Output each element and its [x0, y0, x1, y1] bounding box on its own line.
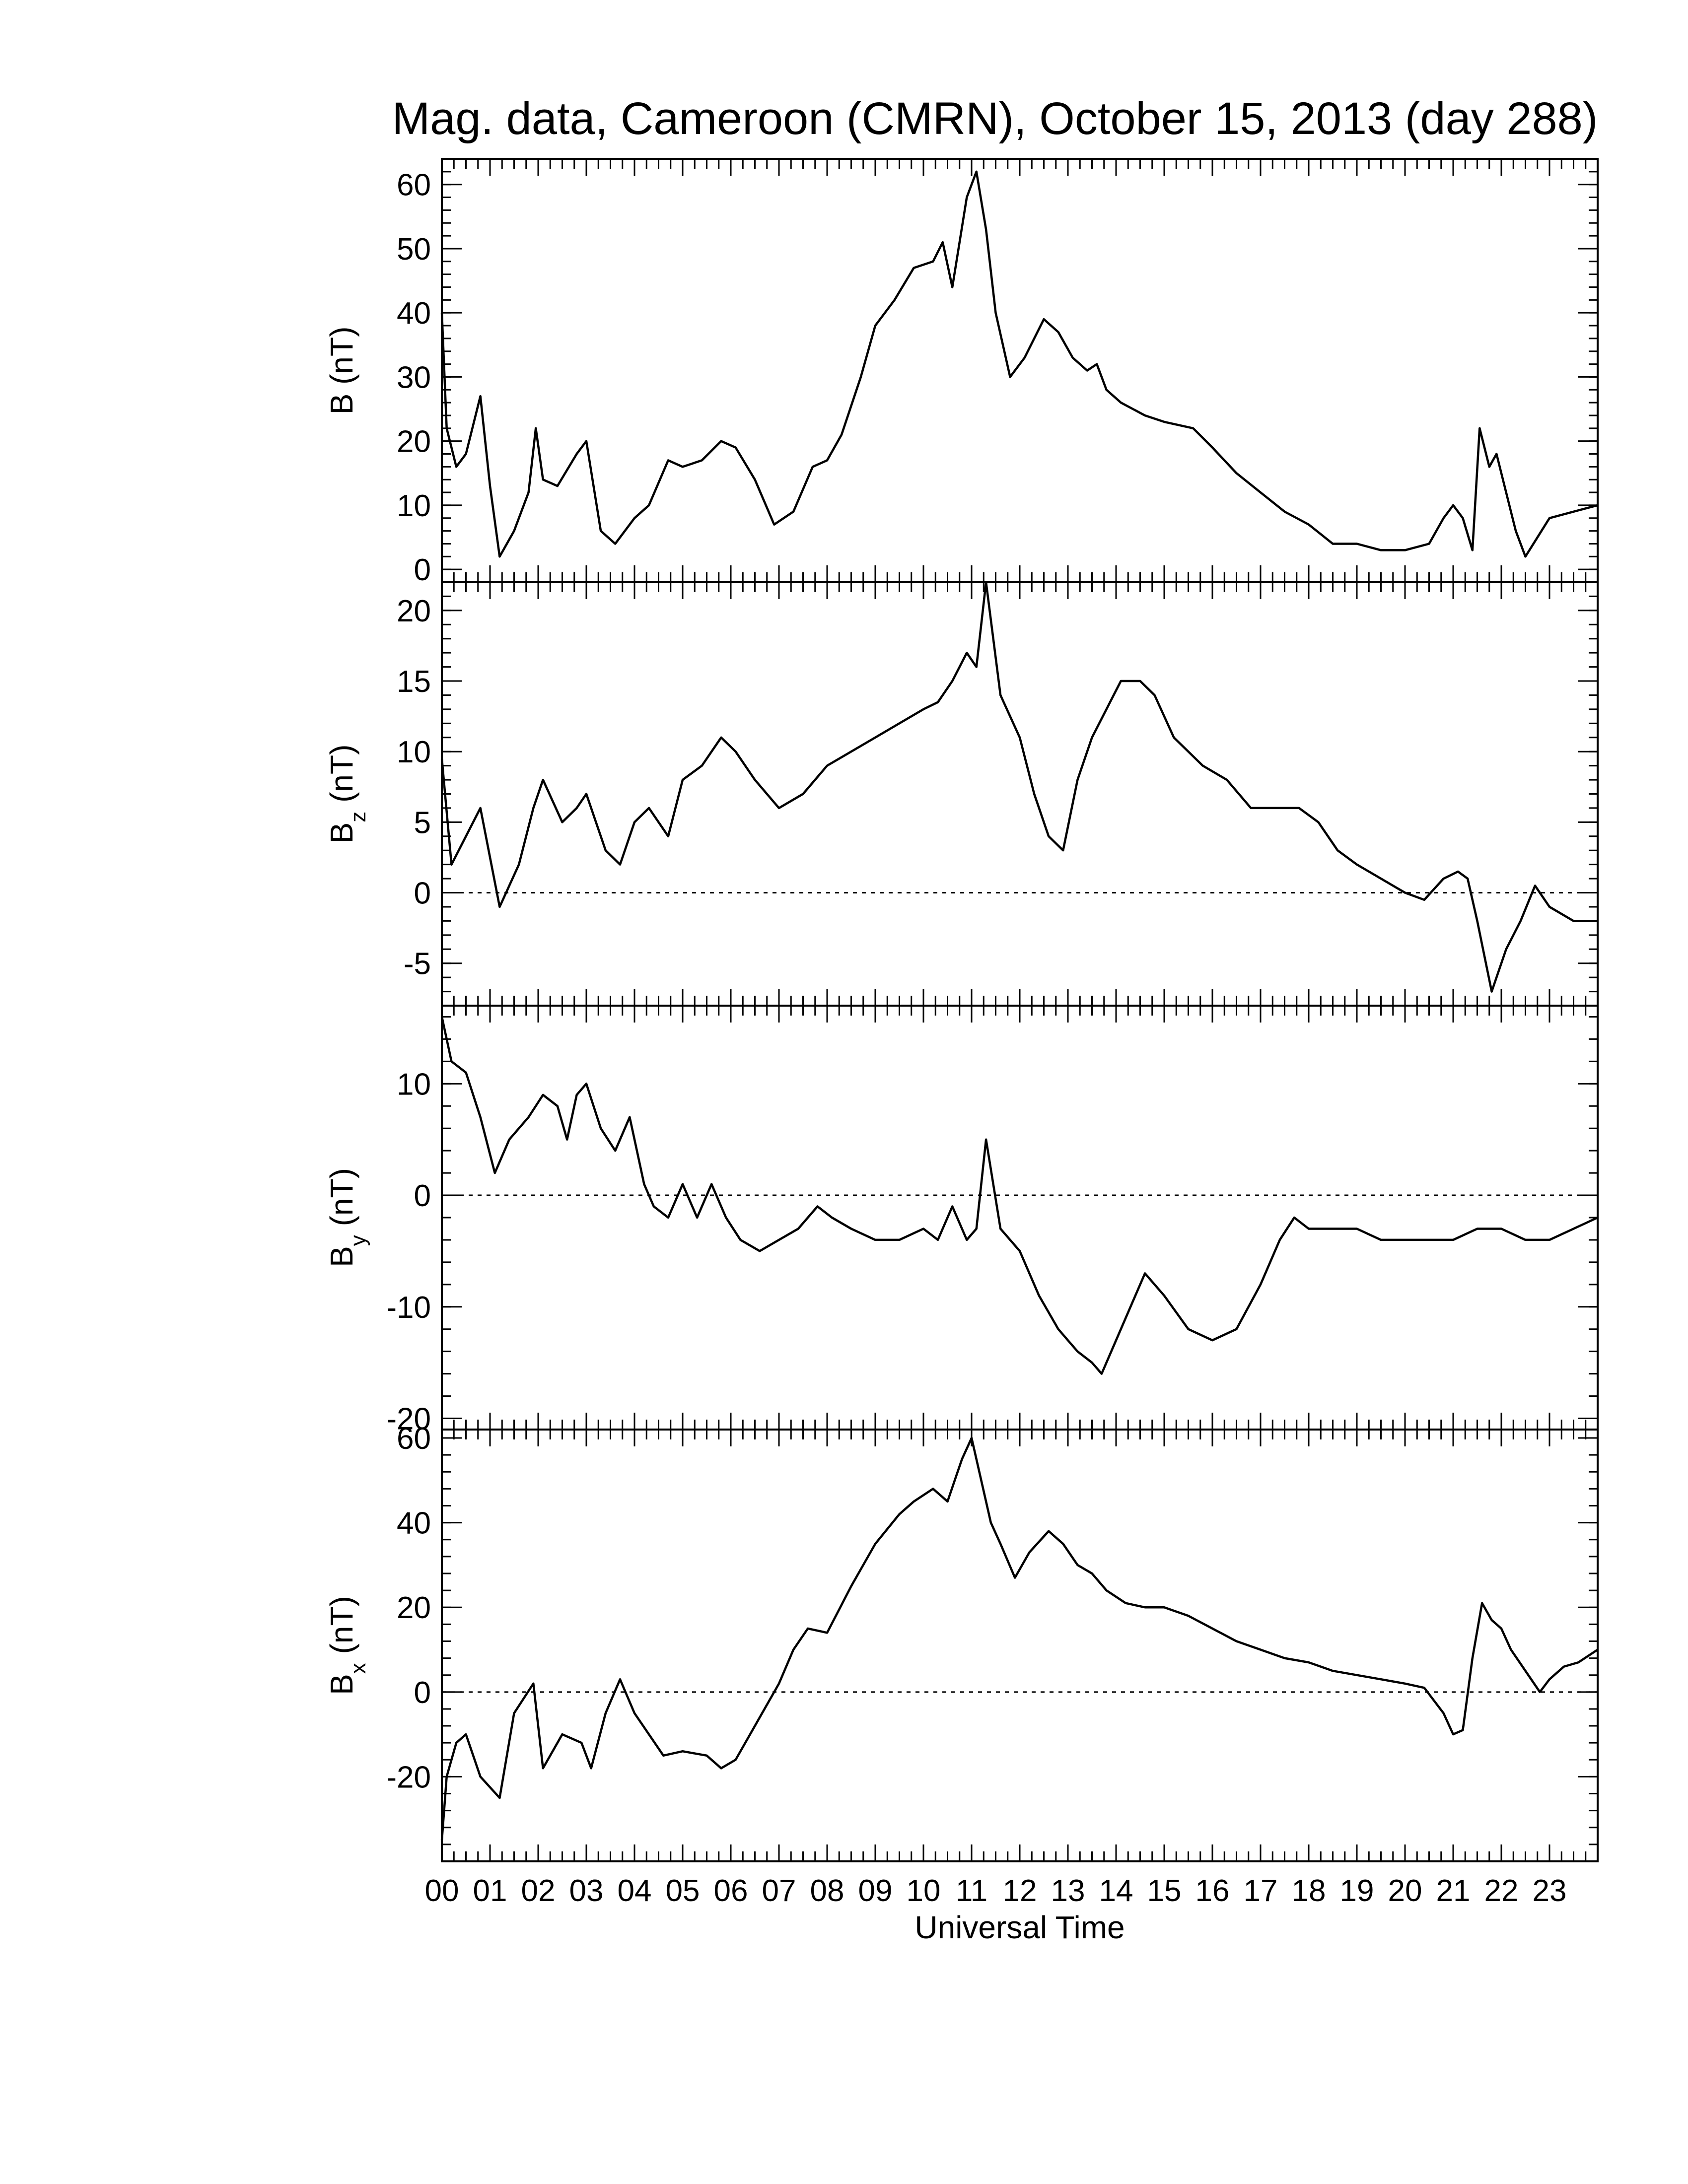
x-tick-label: 16 — [1196, 1874, 1230, 1908]
panel-frame — [441, 581, 1599, 1007]
x-tick-label: 15 — [1147, 1874, 1182, 1908]
x-tick-label: 09 — [858, 1874, 893, 1908]
x-tick-label: 02 — [521, 1874, 556, 1908]
x-tick-label: 21 — [1436, 1874, 1471, 1908]
x-tick-label: 01 — [473, 1874, 507, 1908]
y-tick-label: 10 — [397, 735, 431, 769]
y-tick-label: 5 — [414, 806, 431, 840]
series-line-bx — [440, 1436, 1599, 1841]
x-axis: 00 01 02 03 04 05 06 07 08 09 10 11 12 13 14 15 16 17 18 19… — [425, 1874, 1567, 1908]
y-tick-label: -20 — [386, 1760, 431, 1794]
y-axis-label: Bz (nT) — [324, 745, 370, 844]
series-line-b — [440, 170, 1598, 558]
panel-bz: -5 0 5 10 15 20 Bz (nT) — [324, 581, 1599, 1007]
y-tick-label: 60 — [397, 1422, 431, 1456]
y-tick-label: -10 — [386, 1291, 431, 1325]
series-line-bz — [440, 581, 1598, 993]
x-tick-label: 20 — [1388, 1874, 1422, 1908]
x-tick-label: 14 — [1099, 1874, 1133, 1908]
x-tick-label: 12 — [1003, 1874, 1037, 1908]
y-axis-label: B (nT) — [324, 327, 359, 415]
x-tick-label: 08 — [810, 1874, 844, 1908]
y-tick-label: 20 — [397, 1591, 431, 1625]
y-tick-label: 15 — [397, 665, 431, 699]
panel-bx: -20 0 20 40 60 Bx (nT) — [324, 1422, 1599, 1862]
x-tick-label: 06 — [714, 1874, 748, 1908]
y-axis-label: Bx (nT) — [324, 1596, 370, 1695]
y-axis-label: By (nT) — [324, 1168, 370, 1267]
x-axis-title: Universal Time — [914, 1910, 1125, 1945]
y-tick-label: 50 — [397, 232, 431, 267]
x-tick-label: 13 — [1051, 1874, 1085, 1908]
y-tick-label: 10 — [397, 489, 431, 523]
panel-frame — [441, 1005, 1599, 1431]
y-tick-label: 40 — [397, 296, 431, 331]
y-tick-label: 40 — [397, 1506, 431, 1541]
y-tick-label: 20 — [397, 425, 431, 459]
x-tick-label: 03 — [569, 1874, 604, 1908]
y-tick-label: 30 — [397, 360, 431, 395]
panel-b: 0 10 20 30 40 50 60 B (nT) — [324, 158, 1599, 587]
panel-frame — [441, 1429, 1599, 1862]
x-tick-label: 00 — [425, 1874, 459, 1908]
x-tick-label: 07 — [762, 1874, 796, 1908]
x-tick-label: 04 — [618, 1874, 652, 1908]
y-tick-label: 0 — [414, 1676, 431, 1710]
y-tick-label: 60 — [397, 168, 431, 203]
x-tick-label: 05 — [666, 1874, 700, 1908]
panel-by: -20 -10 0 10 By (nT) — [324, 1005, 1599, 1436]
x-tick-label: 22 — [1484, 1874, 1519, 1908]
x-tick-label: 10 — [907, 1874, 941, 1908]
y-tick-label: 0 — [414, 877, 431, 911]
y-tick-label: 10 — [397, 1067, 431, 1101]
series-line-by — [440, 1017, 1598, 1375]
panel-frame — [441, 158, 1599, 583]
y-tick-label: -20 — [386, 1402, 431, 1436]
x-tick-label: 18 — [1292, 1874, 1326, 1908]
x-tick-label: 17 — [1244, 1874, 1278, 1908]
y-tick-label: 20 — [397, 594, 431, 628]
y-tick-label: 0 — [414, 1179, 431, 1213]
x-tick-label: 23 — [1533, 1874, 1567, 1908]
x-tick-label: 19 — [1340, 1874, 1374, 1908]
figure-title: Mag. data, Cameroon (CMRN), October 15, … — [392, 93, 1598, 144]
y-tick-label: 0 — [414, 553, 431, 587]
y-tick-label: -5 — [404, 947, 431, 981]
x-tick-label: 11 — [956, 1874, 987, 1908]
